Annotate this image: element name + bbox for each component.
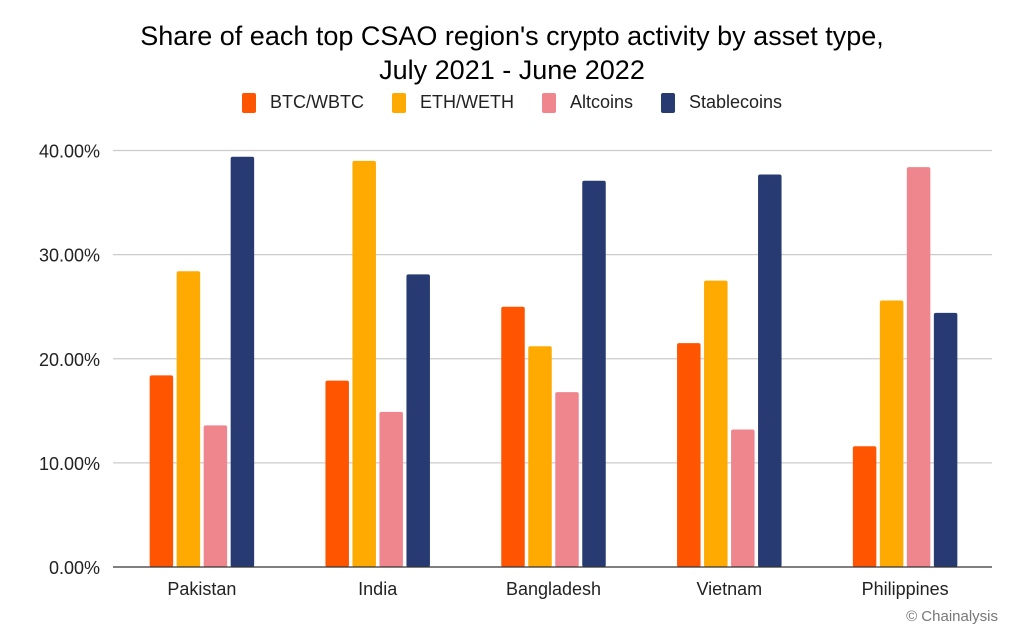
y-axis-ticks: 0.00% 10.00% 20.00% 30.00% 40.00% (39, 142, 100, 579)
chainalysis-watermark: © Chainalysis (906, 608, 998, 625)
legend-swatch-altcoins (541, 92, 556, 113)
bar-stablecoins-pakistan (230, 156, 255, 567)
bar-eth-weth-philippines (879, 300, 904, 567)
bar-eth-weth-pakistan (176, 271, 201, 567)
y-tick-label: 30.00% (39, 246, 100, 266)
legend-swatch-stablecoins (660, 92, 675, 113)
legend-label-altcoins: Altcoins (569, 92, 633, 112)
bar-btc-wbtc-india (325, 380, 349, 567)
bar-btc-wbtc-bangladesh (501, 306, 525, 567)
legend-label-btc: BTC/WBTC (269, 92, 364, 112)
chart-title: Share of each top CSAO region's crypto a… (140, 21, 884, 51)
y-tick-label: 10.00% (39, 454, 100, 474)
bar-altcoins-bangladesh (555, 392, 579, 567)
bars (149, 156, 958, 568)
bar-altcoins-india (379, 411, 403, 567)
y-tick-label: 20.00% (39, 350, 100, 370)
bar-btc-wbtc-pakistan (149, 375, 174, 567)
x-tick-label: Philippines (862, 579, 949, 599)
bar-stablecoins-bangladesh (582, 180, 606, 568)
bar-eth-weth-bangladesh (528, 346, 552, 567)
legend-item-eth: ETH/WETH (391, 92, 514, 113)
bar-altcoins-vietnam (731, 429, 755, 567)
legend-item-stablecoins: Stablecoins (660, 92, 783, 113)
legend-label-eth: ETH/WETH (419, 92, 514, 112)
y-tick-label: 0.00% (49, 558, 100, 578)
bar-stablecoins-philippines (933, 312, 958, 567)
bar-stablecoins-india (406, 274, 430, 567)
bar-btc-wbtc-philippines (852, 446, 877, 567)
legend-label-stablecoins: Stablecoins (688, 92, 783, 112)
bar-altcoins-philippines (906, 167, 931, 567)
legend-swatch-eth (391, 92, 406, 113)
bar-stablecoins-vietnam (758, 174, 782, 568)
bar-eth-weth-vietnam (704, 280, 728, 567)
y-tick-label: 40.00% (39, 142, 100, 162)
legend-swatch-btc (241, 92, 256, 113)
bar-eth-weth-india (352, 160, 376, 567)
x-tick-label: Bangladesh (506, 579, 601, 599)
x-axis-ticks: Pakistan India Bangladesh Vietnam Philippine… (167, 579, 948, 599)
x-tick-label: India (358, 579, 398, 599)
bar-btc-wbtc-vietnam (677, 343, 701, 567)
x-tick-label: Vietnam (696, 579, 762, 599)
bar-altcoins-pakistan (203, 425, 228, 567)
x-tick-label: Pakistan (167, 579, 236, 599)
legend-item-btc: BTC/WBTC (241, 92, 364, 113)
legend: BTC/WBTC ETH/WETH Altcoins Stablecoins (0, 92, 1024, 113)
legend-item-altcoins: Altcoins (541, 92, 633, 113)
chart-subtitle: July 2021 - June 2022 (379, 55, 645, 85)
gridlines (113, 149, 992, 464)
